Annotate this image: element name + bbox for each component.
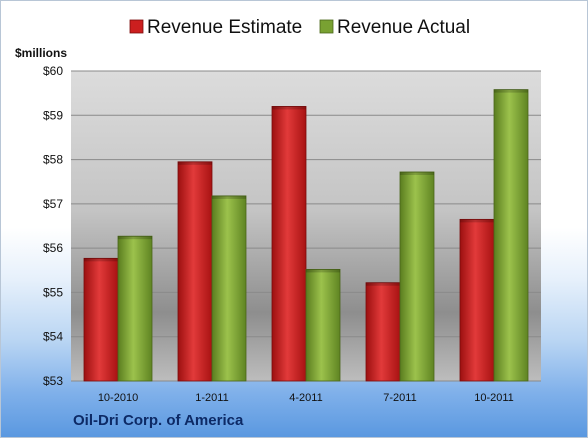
legend: Revenue Estimate Revenue Actual [129,17,470,38]
bar-top-shade [460,219,494,223]
bar-top-shade [212,195,246,199]
y-tick-label: $53 [43,374,63,388]
bar-top-shade [118,236,152,240]
x-tick-label: 10-2011 [474,392,514,404]
bar-top-shade [366,282,400,286]
bar-top-shade [84,258,118,262]
bar [305,268,341,382]
bar [117,235,153,382]
bar [177,161,213,382]
bar [211,195,247,382]
bar [365,282,401,382]
x-tick-label: 10-2010 [98,392,138,404]
bar [493,89,529,382]
y-axis-ticks: $53 $54 $55 $56 $57 $58 $59 $60 [43,64,63,388]
bar [83,257,119,382]
legend-label: Revenue Estimate [147,17,302,38]
x-tick-label: 1-2011 [195,392,228,404]
y-tick-label: $59 [43,108,63,122]
x-axis-ticks: 10-2010 1-2011 4-2011 7-2011 10-2011 [98,392,514,404]
y-tick-label: $55 [43,285,63,299]
y-axis-unit-label: $millions [15,46,67,60]
legend-label: Revenue Actual [337,17,470,38]
y-tick-label: $56 [43,241,63,255]
bar-top-shade [494,89,528,93]
y-tick-label: $57 [43,197,63,211]
bar-top-shade [306,269,340,273]
bar [399,171,435,382]
bar-top-shade [178,161,212,165]
bar [459,218,495,382]
y-tick-label: $60 [43,64,63,78]
x-tick-label: 7-2011 [383,392,416,404]
y-tick-label: $54 [43,330,63,344]
legend-swatch [319,19,334,34]
bar [271,106,307,382]
bar-top-shade [400,171,434,175]
bar-top-shade [272,106,306,110]
bars-group [83,89,529,382]
x-tick-label: 4-2011 [289,392,322,404]
company-name: Oil-Dri Corp. of America [73,412,244,429]
y-tick-label: $58 [43,153,63,167]
legend-swatch [129,19,144,34]
